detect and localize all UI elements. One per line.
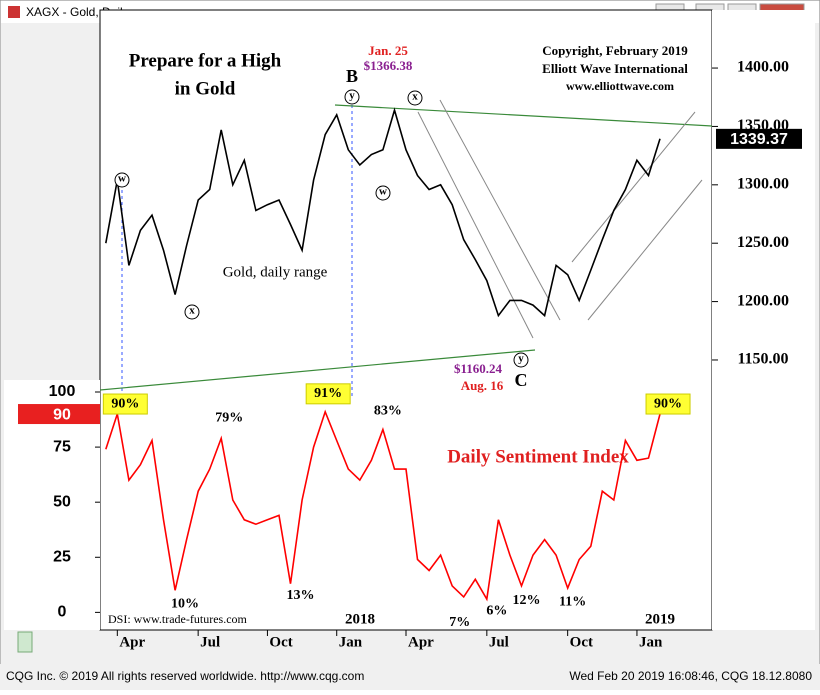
y-tick-label: 75 [53, 438, 71, 455]
annotation: C [515, 370, 528, 390]
wave-label: w [379, 186, 387, 198]
label-box [305, 383, 351, 405]
wave-marker [513, 352, 529, 368]
value-label: 7% [449, 615, 470, 630]
wave-label: x [412, 91, 418, 103]
plot-area [99, 9, 713, 631]
value-label: 79% [215, 410, 243, 425]
value-label: 11% [559, 594, 586, 609]
label-box [645, 393, 691, 415]
x-tick-label: Oct [269, 634, 292, 650]
chart-title: Prepare for a High [129, 50, 282, 71]
y-tick-label: 50 [53, 493, 71, 510]
price-axis [712, 10, 815, 630]
x-tick-label: Oct [570, 634, 593, 650]
value-label: 6% [486, 603, 507, 618]
value-label: 12% [512, 593, 540, 608]
wave-label: x [189, 305, 195, 317]
wave-marker [344, 89, 360, 105]
annotation: $1160.24 [454, 361, 503, 376]
wave-marker [407, 90, 423, 106]
corner-button[interactable] [17, 631, 33, 653]
annotation: B [346, 66, 358, 86]
x-tick-label: Jul [200, 634, 220, 650]
y-tick-label: 100 [49, 383, 76, 400]
annotation: Copyright, February 2019 [542, 43, 688, 58]
series-label: Gold, daily range [223, 264, 328, 280]
channel-line [571, 111, 696, 263]
annotation: www.elliottwave.com [566, 79, 674, 93]
y-tick-label: 1200.00 [737, 292, 789, 309]
channel-line [439, 99, 561, 321]
series-line [105, 107, 661, 318]
wave-label: y [518, 353, 524, 365]
value-label: 83% [374, 404, 402, 419]
wave-label: w [118, 173, 126, 185]
status-bar [0, 664, 820, 690]
price-tag [716, 128, 802, 149]
dsi-tag-label: 90 [53, 406, 71, 423]
annotation: Jan. 25 [368, 43, 408, 58]
x-tick-label: Apr [119, 634, 145, 650]
year-label: 2019 [645, 611, 675, 627]
x-tick-label: Jul [489, 634, 509, 650]
dsi-title: Daily Sentiment Index [447, 446, 629, 467]
wave-label: y [349, 90, 355, 102]
y-tick-label: 25 [53, 548, 71, 565]
y-tick-label: 0 [58, 604, 67, 621]
label-box [102, 393, 148, 415]
trend-line [334, 104, 713, 127]
price-tag-label: 1339.37 [730, 131, 788, 148]
value-label: 90% [654, 396, 682, 411]
footer-left: CQG Inc. © 2019 All rights reserved worl… [6, 669, 364, 683]
value-label: 13% [287, 588, 315, 603]
annotation: Aug. 16 [461, 378, 504, 393]
year-label: 2018 [345, 611, 375, 627]
y-tick-label: 1150.00 [737, 351, 788, 368]
chart-title: in Gold [175, 78, 236, 99]
wave-marker [375, 185, 391, 201]
x-tick-label: Jan [339, 634, 363, 650]
dsi-tag [18, 404, 100, 425]
y-tick-label: 1400.00 [737, 59, 789, 76]
y-tick-label: 1300.00 [737, 175, 789, 192]
value-label: 90% [111, 396, 139, 411]
wave-marker [184, 304, 200, 320]
y-tick-label: 1250.00 [737, 234, 789, 251]
x-tick-label: Jan [639, 634, 663, 650]
annotation: Elliott Wave International [542, 61, 688, 76]
wave-marker [114, 172, 130, 188]
x-tick-label: Apr [408, 634, 434, 650]
app-icon [8, 6, 20, 18]
footer-right: Wed Feb 20 2019 16:08:46, CQG 18.12.8080 [569, 669, 812, 683]
value-label: 10% [171, 597, 199, 612]
channel-line [587, 179, 703, 321]
annotation: $1366.38 [364, 58, 413, 73]
series-line [105, 409, 661, 602]
source-note: DSI: www.trade-futures.com [108, 612, 248, 626]
value-label: 91% [314, 386, 342, 401]
trend-line [99, 349, 536, 391]
